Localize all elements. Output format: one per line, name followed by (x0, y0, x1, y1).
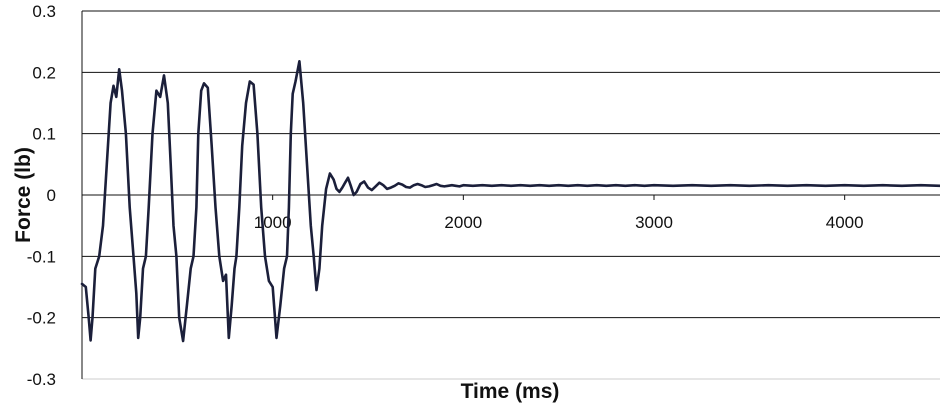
x-tick-label-0: 1000 (254, 213, 292, 232)
x-tick-label-3: 4000 (826, 213, 864, 232)
gridlines (82, 10, 940, 380)
y-tick-label-0: 0.3 (32, 2, 56, 21)
x-tick-label-2: 3000 (635, 213, 673, 232)
series-line-0 (80, 60, 940, 343)
x-tick-label-1: 2000 (444, 213, 482, 232)
y-tick-label-2: 0.1 (32, 125, 56, 144)
y-tick-label-1: 0.2 (32, 63, 56, 82)
series-lines (80, 60, 940, 343)
y-tick-label-6: -0.3 (27, 370, 56, 389)
y-tick-label-4: -0.1 (27, 247, 56, 266)
x-axis-title: Time (ms) (461, 380, 560, 403)
y-axis-title: Force (lb) (12, 147, 35, 243)
axes (81, 11, 846, 379)
y-tick-labels: 0.3 0.2 0.1 0 -0.1 -0.2 -0.3 (27, 2, 56, 389)
y-tick-label-3: 0 (47, 186, 56, 205)
y-tick-label-5: -0.2 (27, 309, 56, 328)
